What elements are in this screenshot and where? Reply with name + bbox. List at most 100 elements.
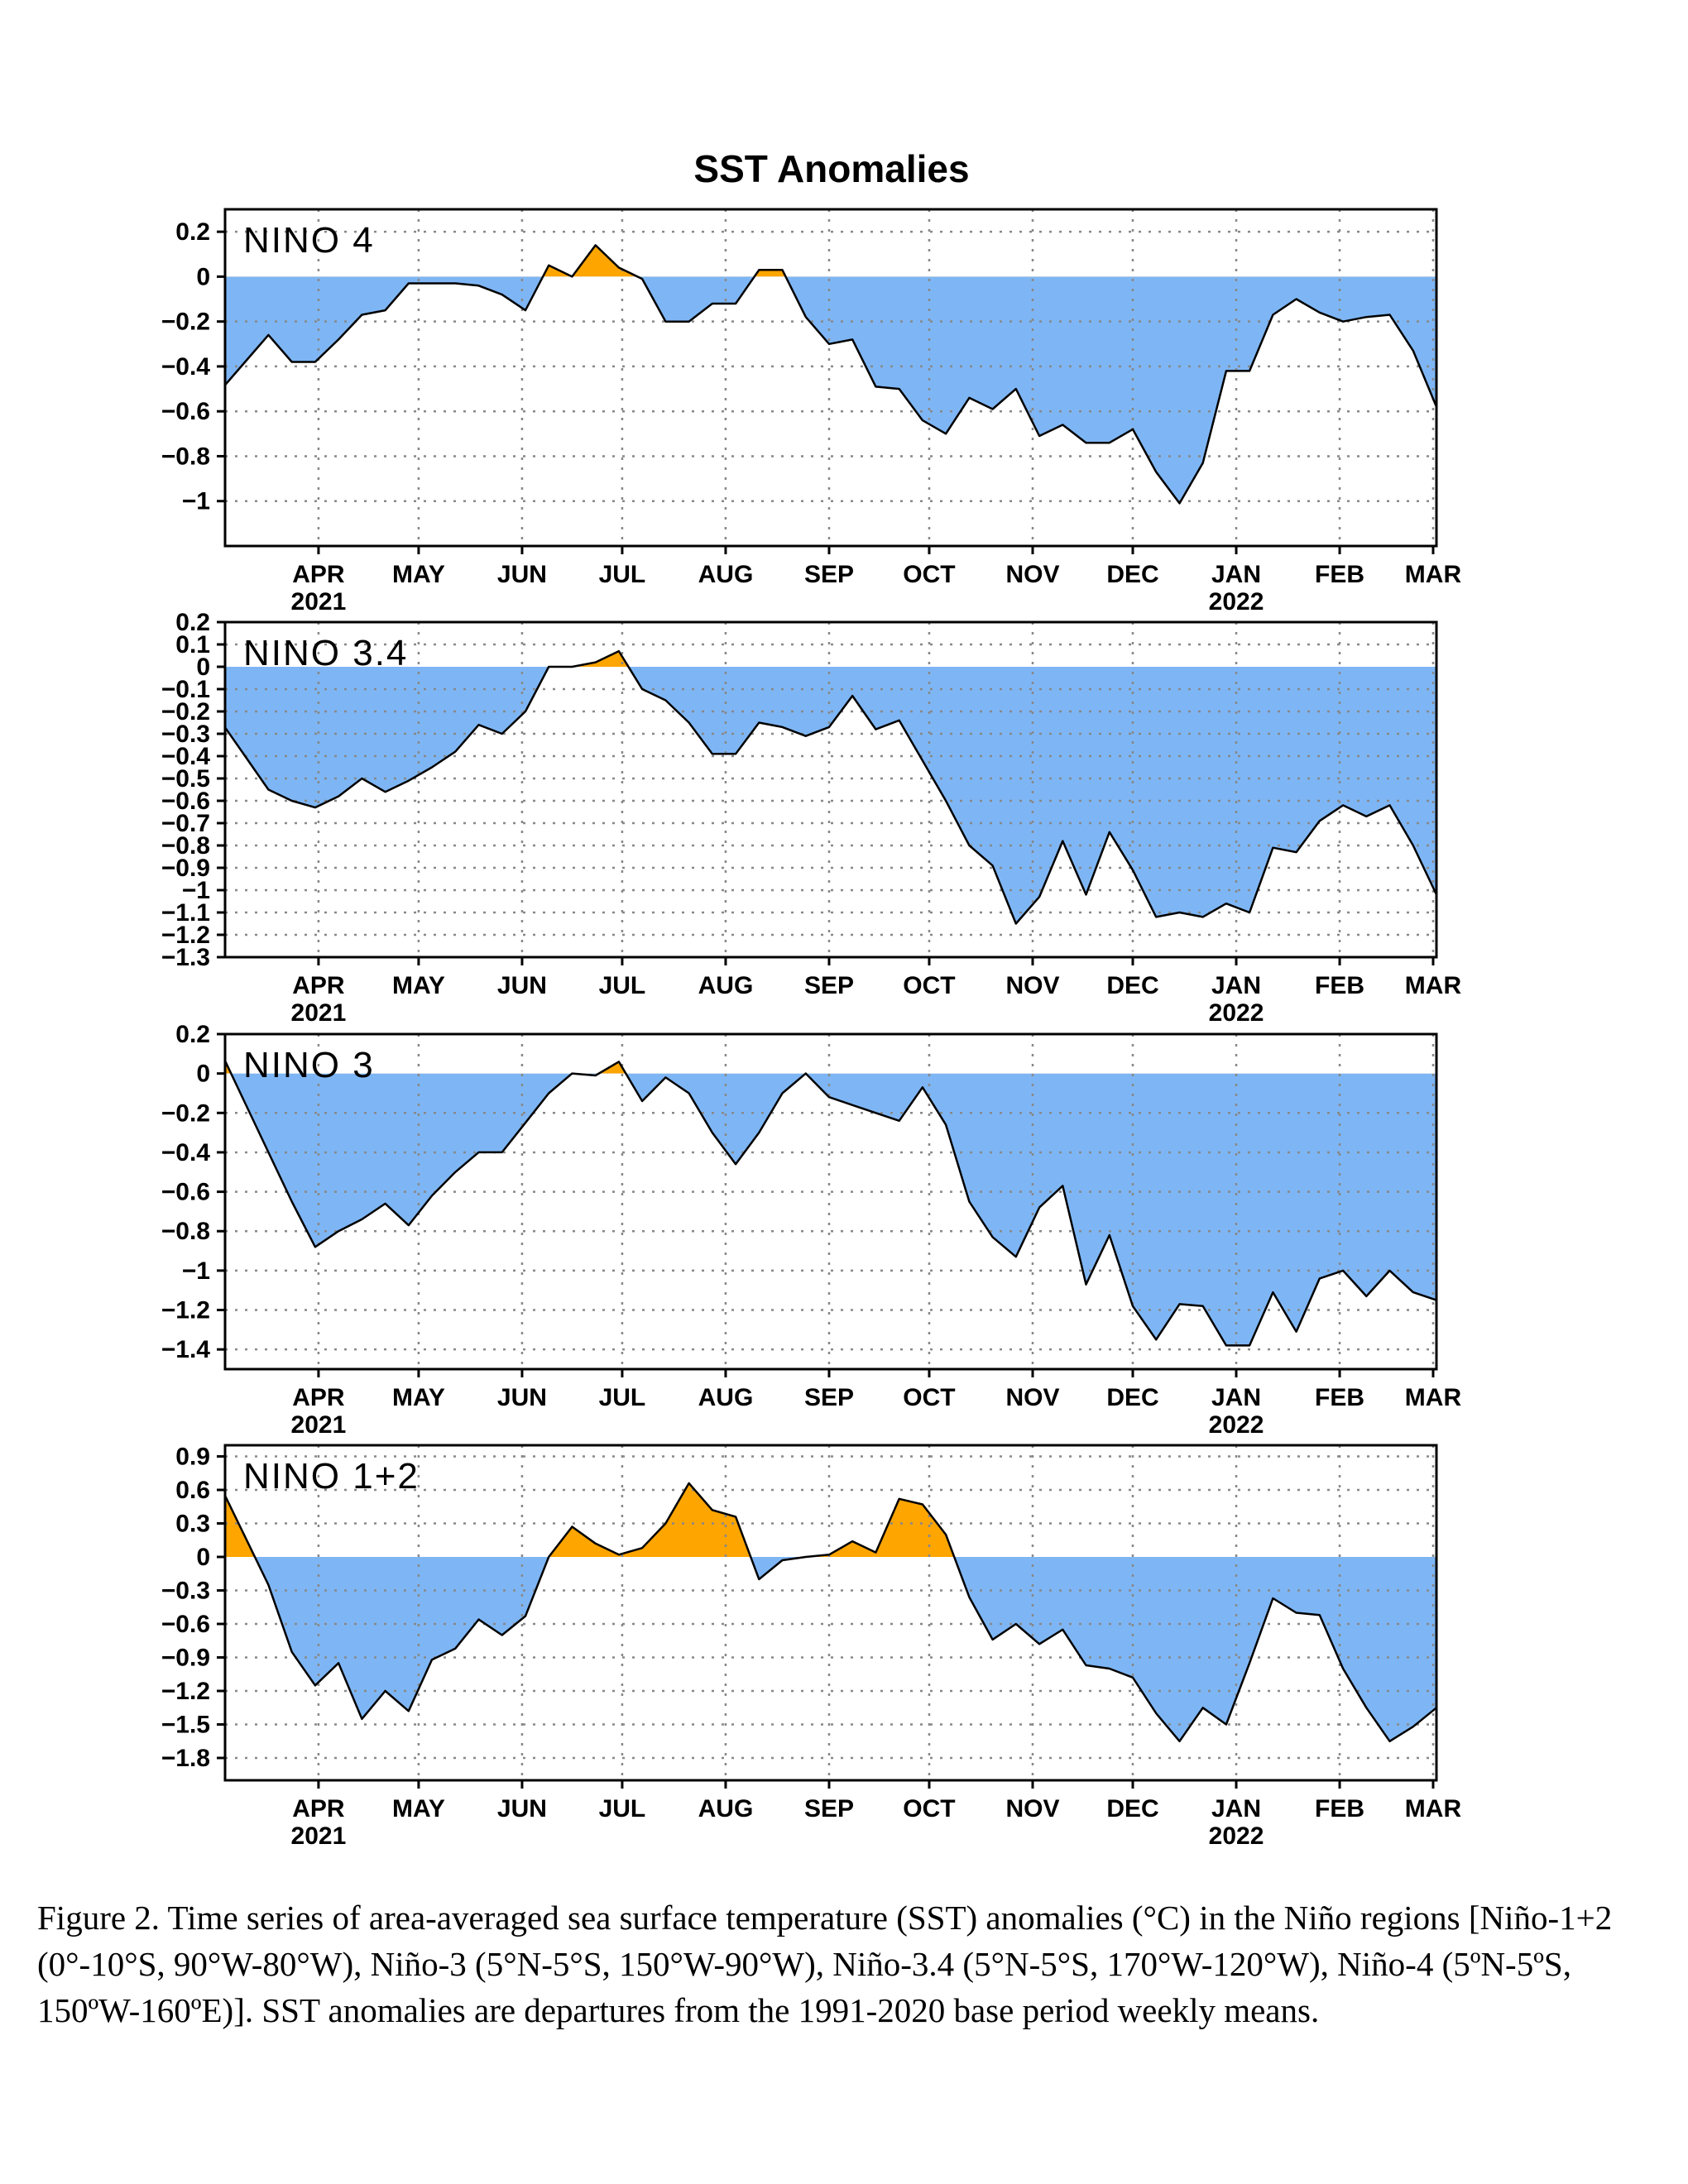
x-tick-label: MAY — [392, 561, 445, 588]
x-tick-label: MAR — [1405, 561, 1462, 588]
x-tick-label: MAR — [1405, 1795, 1462, 1822]
negative-anomaly-area — [231, 1073, 1436, 1346]
y-tick-label: −1.2 — [161, 922, 210, 949]
chart-panel: 0.9 0.6 0.3 0 −0.3 −0.6 −0.9 −1.2 −1.5 −1.8 APR MAY… — [161, 1444, 1462, 1851]
x-year-label: 2022 — [1209, 1822, 1264, 1850]
plot-frame — [223, 620, 1438, 959]
x-tick-label: JUL — [599, 1795, 646, 1822]
negative-anomaly-area — [225, 1557, 1436, 1741]
y-tick-label: 0.6 — [175, 1477, 210, 1504]
y-tick-label: −0.3 — [161, 721, 210, 748]
y-tick-label: 0.9 — [175, 1444, 210, 1471]
x-tick-label: AUG — [698, 972, 754, 999]
chart-panel: 0.2 0 −0.2 −0.4 −0.6 −0.8 −1 −1.2 −1.4 APR MAY JUN J… — [161, 1021, 1462, 1439]
y-tick-label: −0.4 — [161, 1139, 211, 1166]
x-tick-label: MAY — [392, 1795, 445, 1822]
x-year-label: 2022 — [1209, 999, 1264, 1027]
y-tick-label: −0.9 — [161, 855, 210, 882]
x-tick-label: NOV — [1005, 1795, 1059, 1822]
plot-frame — [223, 1032, 1438, 1371]
x-year-label: 2022 — [1209, 588, 1264, 615]
x-tick-label: NOV — [1005, 561, 1059, 588]
x-tick-label: FEB — [1315, 1384, 1364, 1411]
x-tick-label: APR — [292, 561, 345, 588]
x-tick-label: JUN — [497, 1384, 547, 1411]
x-tick-label: JUL — [599, 972, 646, 999]
y-tick-label: −0.2 — [161, 698, 210, 726]
y-tick-label: −1 — [182, 1257, 210, 1285]
x-tick-label: SEP — [804, 1384, 854, 1411]
region-label: NINO 3 — [243, 1045, 375, 1085]
anomaly-series-line — [225, 1060, 1436, 1347]
y-tick-label: −0.9 — [161, 1645, 210, 1672]
x-tick-label: AUG — [698, 1795, 754, 1822]
x-tick-label: JUN — [497, 972, 547, 999]
x-tick-label: DEC — [1106, 972, 1158, 999]
y-tick-label: 0 — [196, 1061, 210, 1088]
x-tick-label: MAR — [1405, 972, 1462, 999]
x-tick-label: MAR — [1405, 1384, 1462, 1411]
y-tick-label: 0 — [196, 654, 210, 681]
y-tick-label: 0.1 — [175, 631, 210, 659]
region-label: NINO 3.4 — [243, 633, 408, 673]
x-tick-label: OCT — [903, 561, 955, 588]
y-tick-label: −1.3 — [161, 944, 210, 971]
x-tick-label: APR — [292, 1795, 345, 1822]
x-tick-label: AUG — [698, 561, 754, 588]
x-tick-label: APR — [292, 972, 345, 999]
x-tick-label: JUL — [599, 561, 646, 588]
x-tick-label: DEC — [1106, 561, 1158, 588]
x-year-label: 2021 — [291, 588, 347, 615]
x-tick-label: JUN — [497, 1795, 547, 1822]
x-tick-label: SEP — [804, 972, 854, 999]
x-tick-label: DEC — [1106, 1384, 1158, 1411]
x-tick-label: JUN — [497, 561, 547, 588]
y-tick-label: −0.7 — [161, 810, 210, 837]
chart-panel: 0.2 0 −0.2 −0.4 −0.6 −0.8 −1 APR MAY JUN JUL AUG SEP… — [161, 208, 1462, 615]
y-tick-label: 0.3 — [175, 1511, 210, 1538]
x-tick-label: FEB — [1315, 561, 1364, 588]
y-tick-label: −1.4 — [161, 1336, 211, 1363]
y-tick-label: −1.2 — [161, 1678, 210, 1705]
x-year-label: 2021 — [291, 1411, 347, 1439]
y-tick-label: −0.6 — [161, 1611, 210, 1638]
negative-anomaly-area — [225, 276, 1436, 504]
y-tick-label: −1.5 — [161, 1712, 210, 1739]
region-label: NINO 1+2 — [243, 1456, 420, 1497]
plot-frame — [223, 208, 1438, 548]
y-tick-label: 0.2 — [175, 1021, 210, 1048]
y-tick-label: −0.2 — [161, 1099, 210, 1127]
y-tick-label: −0.1 — [161, 676, 210, 703]
anomaly-series-line — [225, 244, 1436, 505]
x-tick-label: FEB — [1315, 972, 1364, 999]
x-tick-label: OCT — [903, 1795, 955, 1822]
y-tick-label: 0.2 — [175, 218, 210, 246]
y-tick-label: −1.8 — [161, 1745, 210, 1772]
y-tick-label: −0.6 — [161, 788, 210, 815]
y-tick-label: 0.2 — [175, 609, 210, 636]
y-tick-label: −0.5 — [161, 765, 210, 793]
y-tick-label: −1 — [182, 877, 210, 904]
x-tick-label: NOV — [1005, 972, 1059, 999]
x-tick-label: OCT — [903, 1384, 955, 1411]
y-tick-label: −0.4 — [161, 743, 211, 770]
x-year-label: 2021 — [291, 1822, 347, 1850]
y-tick-label: 0 — [196, 263, 210, 290]
x-tick-label: JAN — [1211, 1384, 1261, 1411]
x-tick-label: NOV — [1005, 1384, 1059, 1411]
y-tick-label: −0.8 — [161, 832, 210, 860]
x-tick-label: JUL — [599, 1384, 646, 1411]
negative-anomaly-area — [225, 667, 1436, 924]
x-tick-label: MAY — [392, 1384, 445, 1411]
y-tick-label: −1.2 — [161, 1297, 210, 1324]
y-tick-label: −0.6 — [161, 1179, 210, 1206]
x-tick-label: SEP — [804, 1795, 854, 1822]
y-tick-label: 0 — [196, 1544, 210, 1571]
plot-frame — [223, 1444, 1438, 1782]
chart-panel: 0.20.10−0.1−0.2−0.3−0.4−0.5−0.6−0.7−0.8−… — [161, 609, 1462, 1027]
x-tick-label: JAN — [1211, 972, 1261, 999]
figure-caption: Figure 2. Time series of area-averaged s… — [37, 1899, 1613, 2029]
x-tick-label: DEC — [1106, 1795, 1158, 1822]
y-tick-label: −0.6 — [161, 398, 210, 425]
x-year-label: 2021 — [291, 999, 347, 1027]
